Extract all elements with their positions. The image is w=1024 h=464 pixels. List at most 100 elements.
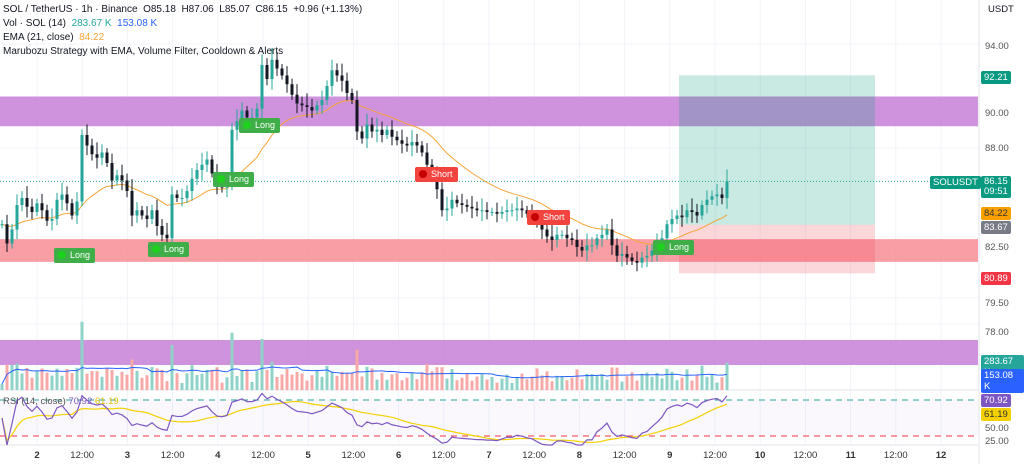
time-tick: 8 [576, 450, 583, 461]
candle-body [115, 175, 119, 181]
rsi-line [1, 392, 728, 446]
candle-body [675, 215, 679, 219]
symbol-badge: SOLUSDT [930, 176, 981, 189]
candle-body [140, 210, 144, 216]
candle-body [540, 222, 544, 230]
volume-bar [540, 375, 544, 390]
volume-bar [575, 369, 579, 390]
candle-body [635, 261, 639, 263]
volume-bar [115, 375, 119, 390]
candle-body [690, 210, 694, 212]
signal-label: Short [543, 212, 565, 222]
volume-bar [280, 374, 284, 390]
volume-bar [415, 379, 419, 390]
time-tick: 12:00 [251, 450, 275, 461]
volume-bar [650, 376, 654, 390]
volume-bar [195, 375, 199, 390]
volume-bar [85, 373, 89, 390]
volume-bar [620, 381, 624, 390]
candle-body [590, 245, 594, 247]
volume-bar [165, 381, 169, 390]
volume-ma-badge: 153.08 K [981, 369, 1024, 393]
volume-bar [385, 379, 389, 390]
candle-body [5, 224, 9, 244]
volume-bar [590, 374, 594, 390]
volume-bar [70, 373, 74, 390]
strategy-name: Marubozu Strategy with EMA, Volume Filte… [3, 46, 284, 57]
price-tick: 94.00 [985, 41, 1009, 52]
rsi-legend[interactable]: RSI (14, close) 70.92 61.19 [3, 396, 119, 407]
volume-bar [210, 369, 214, 390]
volume-bar [180, 383, 184, 390]
volume-bar [350, 373, 354, 390]
volume-bar [715, 382, 719, 390]
long-signal: Long [653, 240, 695, 255]
candle-body [180, 198, 184, 199]
volume-bar [55, 368, 59, 390]
candle-body [135, 210, 139, 216]
candle-body [710, 196, 714, 200]
volume-bar [360, 376, 364, 390]
volume-bar [300, 373, 304, 390]
time-tick: 12:00 [522, 450, 547, 461]
volume-bar [440, 367, 444, 390]
candle-body [330, 70, 334, 86]
candle-body [445, 208, 449, 211]
volume-bar [645, 372, 649, 390]
ema-legend[interactable]: EMA (21, close) 84.22 [3, 32, 104, 43]
green-dot-icon [243, 121, 251, 129]
volume-bar [505, 374, 509, 390]
candle-body [565, 234, 569, 239]
candle-body [520, 208, 524, 211]
time-tick: 10 [754, 450, 766, 461]
volume-bar [455, 380, 459, 390]
candle-body [510, 210, 514, 212]
volume-bar [565, 380, 569, 390]
low-value: L85.07 [219, 4, 250, 15]
volume-bar [380, 372, 384, 390]
volume-bar [160, 370, 164, 390]
candle-body [25, 198, 29, 207]
candle-body [630, 257, 634, 261]
long-signal: Long [54, 248, 96, 263]
rsi-ma-badge: 61.19 [981, 408, 1011, 421]
volume-bar [295, 372, 299, 390]
volume-bar [435, 367, 439, 390]
candle-body [195, 170, 199, 179]
currency-label: USDT [988, 4, 1014, 15]
candle-body [600, 234, 604, 239]
volume-bar [5, 364, 9, 390]
volume-legend[interactable]: Vol · SOL (14) 283.67 K 153.08 K [3, 18, 157, 29]
volume-bar [405, 377, 409, 390]
candle-body [15, 205, 19, 230]
candle-body [335, 70, 339, 76]
time-tick: 5 [305, 450, 311, 461]
strategy-legend[interactable]: Marubozu Strategy with EMA, Volume Filte… [3, 46, 283, 57]
ema-label: EMA (21, close) [3, 32, 74, 43]
candle-body [650, 250, 654, 256]
entry-price-badge: 83.67 [981, 221, 1011, 234]
volume-bar [685, 369, 689, 390]
candle-body [380, 129, 384, 135]
candle-body [450, 199, 454, 209]
rsi-label: RSI (14, close) [3, 396, 66, 407]
volume-bar [720, 377, 724, 390]
long-signal: Long [148, 242, 190, 257]
volume-bar [570, 377, 574, 390]
volume-bar [480, 374, 484, 390]
candle-body [100, 152, 104, 158]
candle-body [560, 234, 564, 236]
candle-body [105, 152, 109, 163]
candle-body [0, 224, 4, 226]
time-tick: 9 [667, 450, 673, 461]
candle-body [425, 152, 429, 165]
candle-body [680, 215, 684, 218]
candle-body [720, 194, 724, 198]
long-signal: Long [213, 172, 255, 187]
candle-body [40, 203, 44, 211]
volume-bar [495, 382, 499, 390]
volume-bar [485, 379, 489, 390]
green-dot-icon [152, 245, 160, 253]
candle-body [495, 212, 499, 214]
